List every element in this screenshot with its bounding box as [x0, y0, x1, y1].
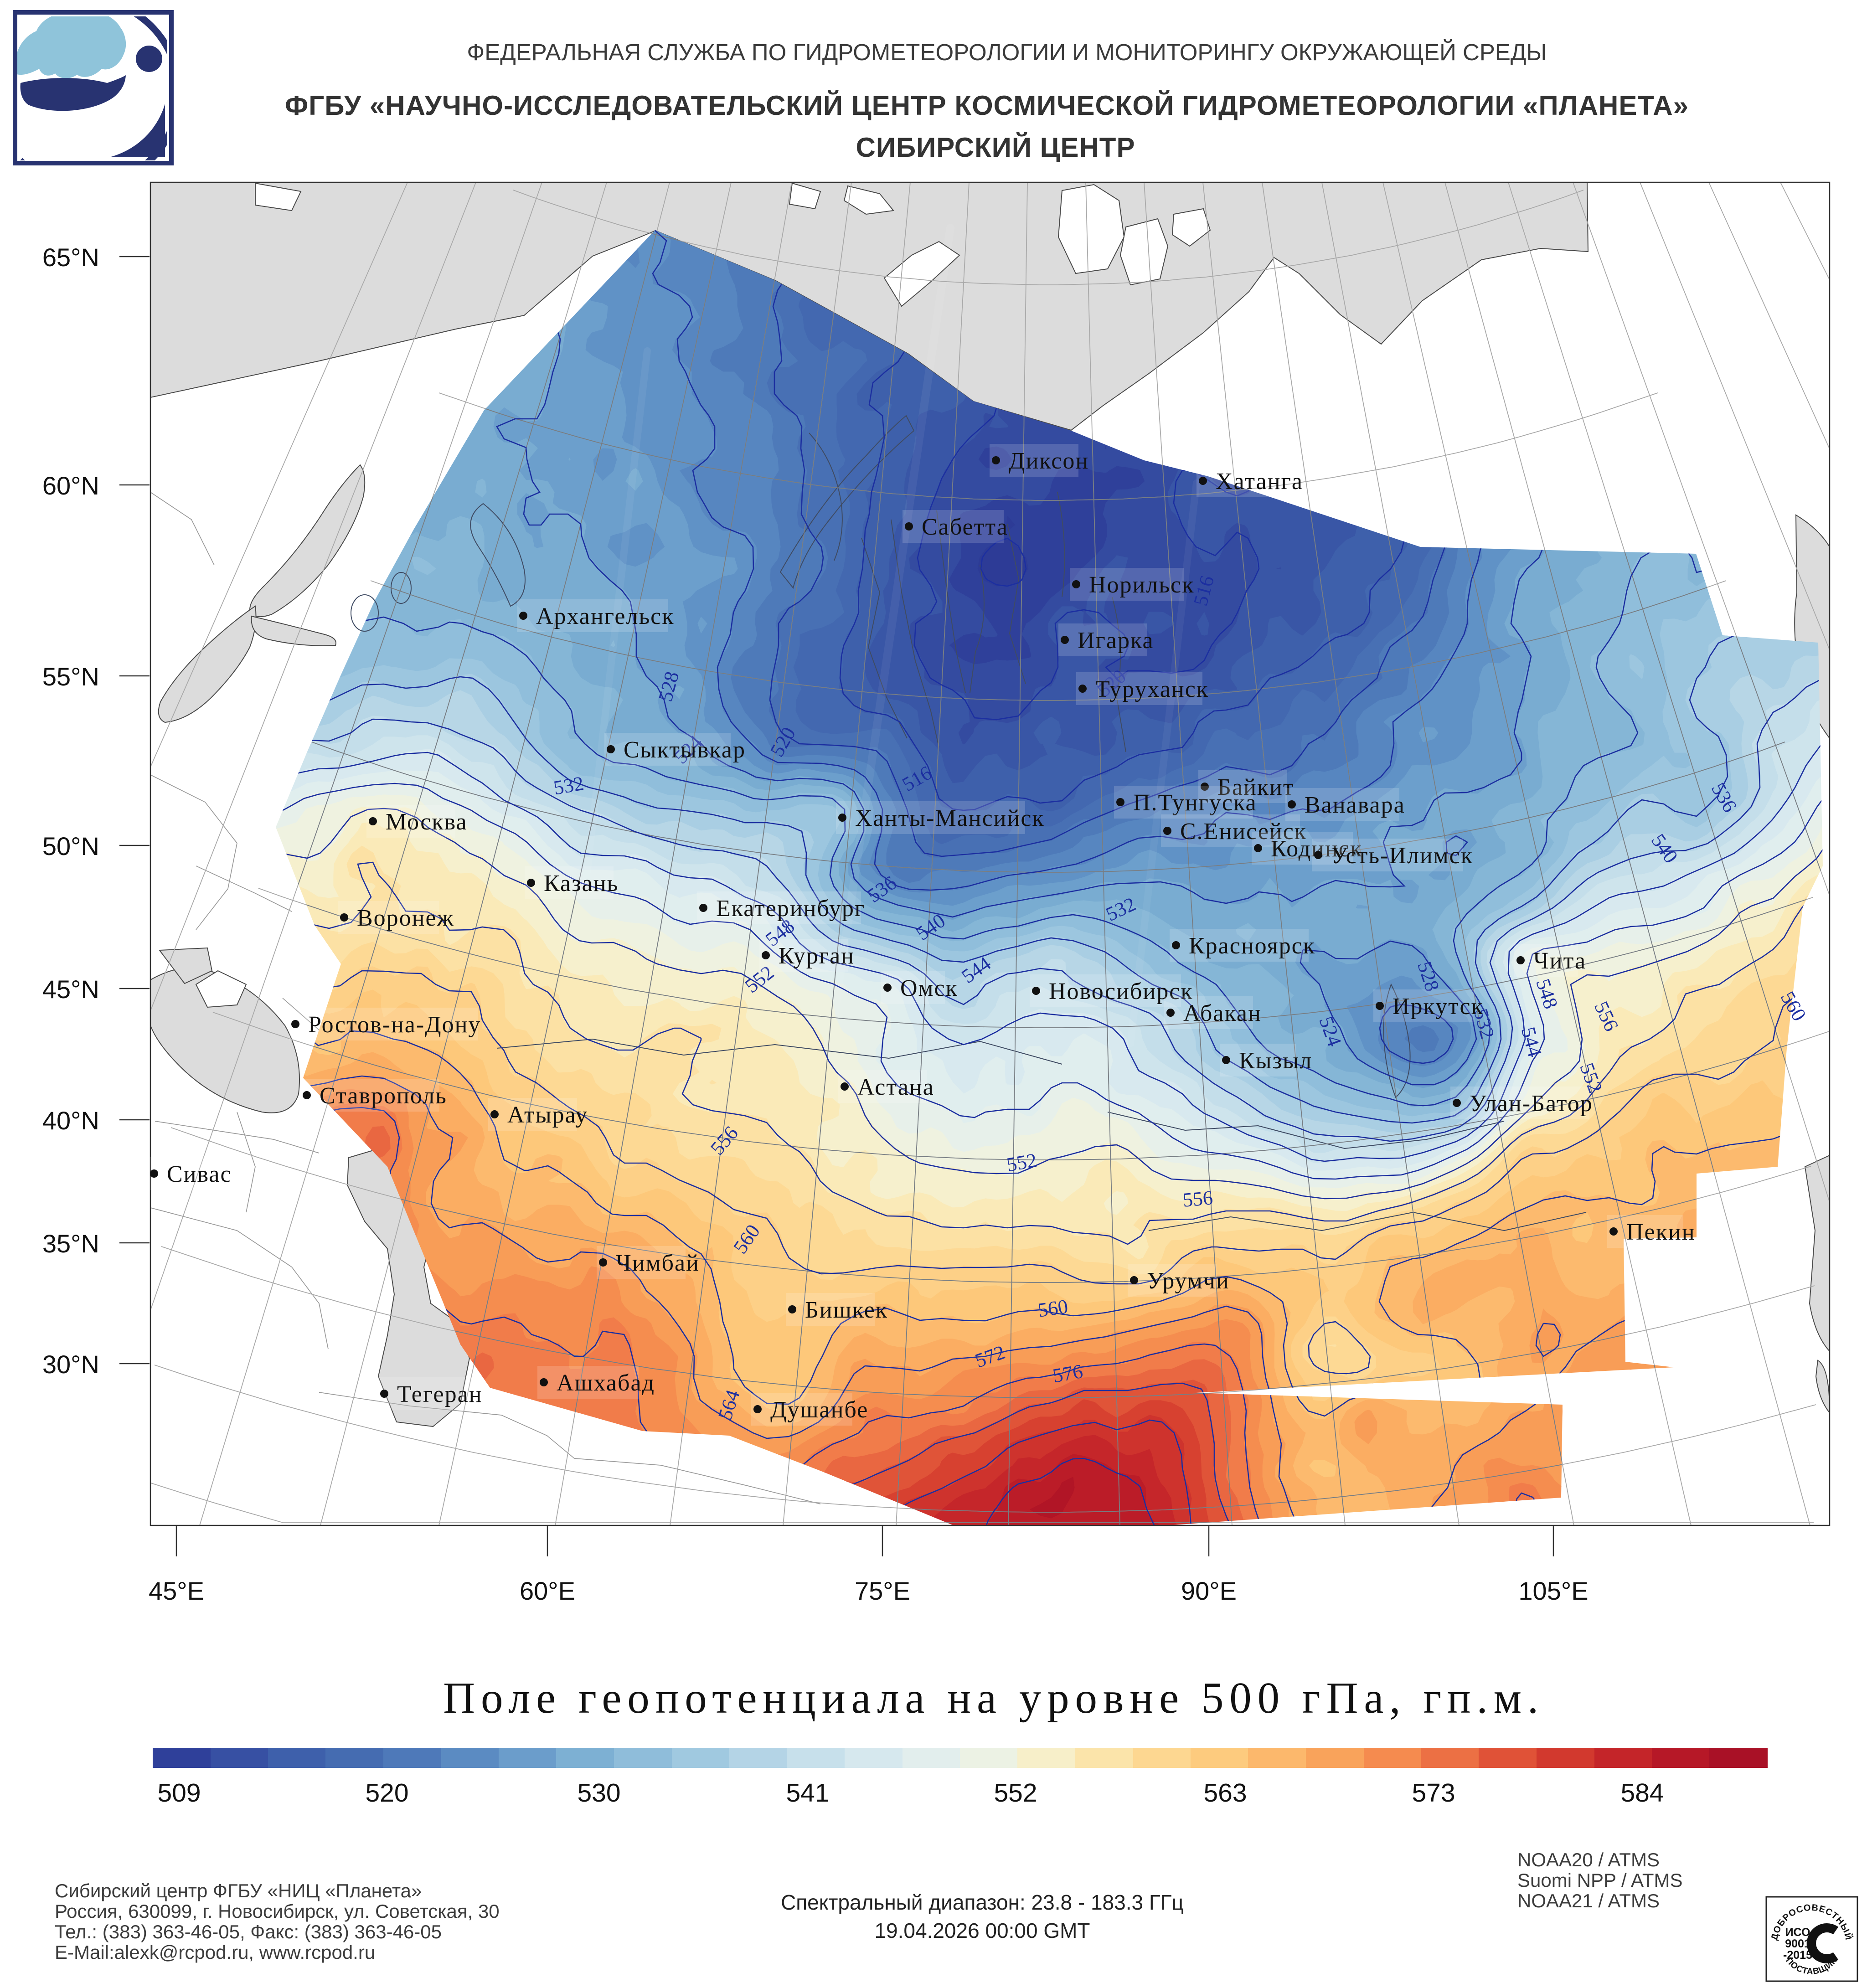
svg-text:NOAA21 / ATMS: NOAA21 / ATMS [1517, 1890, 1660, 1911]
svg-text:532: 532 [552, 772, 586, 799]
svg-text:Душанбе: Душанбе [770, 1397, 868, 1423]
svg-text:Диксон: Диксон [1009, 448, 1089, 474]
svg-text:Тегеран: Тегеран [397, 1381, 483, 1407]
svg-text:Норильск: Норильск [1089, 572, 1194, 598]
svg-text:35°N: 35°N [42, 1229, 99, 1258]
svg-text:530: 530 [577, 1778, 620, 1808]
svg-text:45°E: 45°E [149, 1576, 204, 1605]
svg-text:584: 584 [1620, 1778, 1664, 1808]
svg-text:Сабетта: Сабетта [922, 514, 1008, 540]
svg-text:45°N: 45°N [42, 975, 99, 1004]
svg-text:Сивас: Сивас [167, 1161, 232, 1187]
svg-text:105°E: 105°E [1518, 1576, 1588, 1605]
svg-text:Бишкек: Бишкек [805, 1297, 888, 1323]
svg-text:40°N: 40°N [42, 1106, 99, 1135]
svg-text:Сыктывкар: Сыктывкар [624, 737, 746, 763]
svg-text:541: 541 [786, 1778, 829, 1808]
svg-text:552: 552 [1005, 1149, 1039, 1176]
svg-text:576: 576 [1051, 1360, 1085, 1387]
svg-text:520: 520 [365, 1778, 408, 1808]
svg-text:Улан-Батор: Улан-Батор [1470, 1091, 1593, 1117]
svg-text:Россия, 630099, г. Новосибирск: Россия, 630099, г. Новосибирск, ул. Сове… [55, 1900, 500, 1922]
svg-text:Игарка: Игарка [1078, 628, 1154, 654]
svg-text:-2015: -2015 [1783, 1949, 1812, 1962]
svg-text:ФЕДЕРАЛЬНАЯ СЛУЖБА ПО ГИДРОМЕТ: ФЕДЕРАЛЬНАЯ СЛУЖБА ПО ГИДРОМЕТЕОРОЛОГИИ … [467, 39, 1547, 65]
svg-text:560: 560 [1037, 1295, 1069, 1322]
svg-text:Казань: Казань [544, 870, 619, 896]
svg-text:60°E: 60°E [520, 1576, 575, 1605]
svg-text:Сибирский центр ФГБУ «НИЦ «Пла: Сибирский центр ФГБУ «НИЦ «Планета» [55, 1880, 422, 1901]
svg-text:Ванавара: Ванавара [1305, 792, 1405, 818]
svg-text:552: 552 [994, 1778, 1037, 1808]
svg-text:Красноярск: Красноярск [1189, 933, 1315, 959]
svg-text:С.Енисейск: С.Енисейск [1180, 819, 1307, 845]
svg-text:Иркутск: Иркутск [1393, 994, 1484, 1020]
svg-text:ИСО: ИСО [1785, 1926, 1810, 1939]
svg-text:Омск: Омск [900, 975, 958, 1001]
svg-text:Кызыл: Кызыл [1239, 1048, 1312, 1074]
svg-text:E-Mail:alexk@rcpod.ru, www.rcp: E-Mail:alexk@rcpod.ru, www.rcpod.ru [55, 1942, 375, 1963]
svg-text:Усть-Илимск: Усть-Илимск [1331, 843, 1473, 869]
svg-text:Урумчи: Урумчи [1147, 1268, 1230, 1294]
svg-text:П.Тунгуска: П.Тунгуска [1133, 790, 1257, 816]
svg-text:60°N: 60°N [42, 471, 99, 500]
svg-text:Suomi NPP / ATMS: Suomi NPP / ATMS [1517, 1870, 1683, 1891]
svg-text:55°N: 55°N [42, 662, 99, 691]
svg-text:Байкит: Байкит [1217, 774, 1295, 800]
svg-text:Ханты-Мансийск: Ханты-Мансийск [855, 805, 1045, 831]
svg-text:Туруханск: Туруханск [1095, 676, 1209, 702]
svg-text:75°E: 75°E [855, 1576, 910, 1605]
svg-text:Атырау: Атырау [507, 1102, 588, 1128]
svg-text:90°E: 90°E [1181, 1576, 1237, 1605]
svg-text:Чимбай: Чимбай [616, 1250, 700, 1276]
svg-text:556: 556 [1182, 1186, 1214, 1211]
svg-text:Воронеж: Воронеж [357, 905, 454, 931]
svg-text:Новосибирск: Новосибирск [1049, 979, 1193, 1004]
svg-text:Екатеринбург: Екатеринбург [716, 896, 865, 922]
svg-text:509: 509 [157, 1778, 201, 1808]
svg-text:Чита: Чита [1533, 948, 1586, 974]
svg-text:Ашхабад: Ашхабад [557, 1370, 655, 1396]
svg-text:Хатанга: Хатанга [1216, 469, 1303, 494]
svg-text:30°N: 30°N [42, 1350, 99, 1379]
svg-text:Архангельск: Архангельск [536, 603, 675, 629]
svg-text:Пекин: Пекин [1626, 1219, 1696, 1245]
svg-text:19.04.2026 00:00 GMT: 19.04.2026 00:00 GMT [874, 1919, 1090, 1942]
svg-text:Абакан: Абакан [1183, 1000, 1262, 1026]
svg-text:NOAA20 / ATMS: NOAA20 / ATMS [1517, 1849, 1660, 1870]
svg-text:573: 573 [1412, 1778, 1455, 1808]
svg-text:ФГБУ «НАУЧНО-ИССЛЕДОВАТЕЛЬСКИЙ: ФГБУ «НАУЧНО-ИССЛЕДОВАТЕЛЬСКИЙ ЦЕНТР КОС… [285, 90, 1689, 121]
svg-text:Спектральный диапазон: 23.8 -: Спектральный диапазон: 23.8 - 183.3 ГГц [781, 1890, 1184, 1914]
svg-text:563: 563 [1203, 1778, 1247, 1808]
svg-text:9001: 9001 [1785, 1937, 1810, 1950]
svg-text:Ростов-на-Дону: Ростов-на-Дону [308, 1012, 481, 1038]
svg-text:Ставрополь: Ставрополь [320, 1083, 447, 1109]
svg-text:Астана: Астана [857, 1074, 934, 1100]
svg-text:СИБИРСКИЙ ЦЕНТР: СИБИРСКИЙ ЦЕНТР [856, 132, 1135, 163]
svg-text:50°N: 50°N [42, 832, 99, 860]
svg-text:Москва: Москва [386, 809, 468, 835]
svg-text:Поле геопотенциала на уровне 5: Поле геопотенциала на уровне 500 гПа, гп… [443, 1674, 1544, 1722]
svg-text:65°N: 65°N [42, 243, 99, 272]
svg-text:Курган: Курган [779, 943, 855, 969]
svg-text:Тел.: (383) 363-46-05, Факс: (: Тел.: (383) 363-46-05, Факс: (383) 363-4… [55, 1921, 442, 1942]
